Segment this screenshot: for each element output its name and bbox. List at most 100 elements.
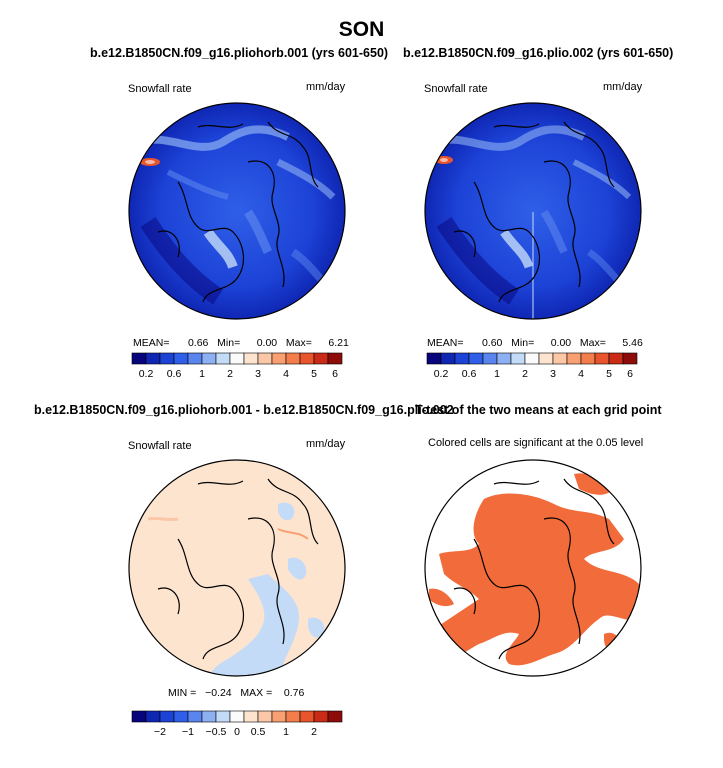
panel-2-colorbar-cell [426, 352, 442, 365]
panel-3-units-label: mm/day [306, 438, 346, 450]
panel-2-title: b.e12.B1850CN.f09_g16.plio.002 (yrs 601-… [403, 46, 674, 60]
panel-3-colorbar-cell [271, 710, 287, 723]
panel-2-colorbar-tick: 4 [578, 368, 584, 380]
panel-2-variable-label: Snowfall rate [424, 83, 488, 95]
panel-2-min: 0.00 [550, 337, 572, 349]
panel-1-colorbar-cell [187, 352, 203, 365]
panel-1-mean-label: MEAN= [133, 337, 170, 349]
panel-2-colorbar-tick: 3 [550, 368, 556, 380]
panel-2-colorbar-tick: 5 [606, 368, 612, 380]
panel-2-colorbar-tick: 6 [627, 368, 633, 380]
panel-2-colorbar: 0.2 0.6 1 2 3 4 5 6 [426, 352, 638, 380]
panel-1-colorbar-cell [215, 352, 231, 365]
panel-1-colorbar-cell [257, 352, 273, 365]
panel-1-colorbar-tick: 0.6 [167, 368, 182, 380]
panel-3-colorbar-tick: 0.5 [251, 726, 266, 738]
panel-3-colorbar-tick: −1 [182, 726, 194, 738]
panel-3-colorbar-cell [313, 710, 329, 723]
panel-3-max: 0.76 [283, 687, 305, 699]
panel-2-colorbar-tick: 0.2 [434, 368, 449, 380]
panel-2-map [424, 102, 642, 320]
panel-3-colorbar-cell [159, 710, 175, 723]
panel-2-colorbar-cell [454, 352, 470, 365]
panel-4-map [424, 459, 642, 677]
panel-4-title: T-test of the two means at each grid poi… [415, 403, 662, 417]
panel-1-variable-label: Snowfall rate [128, 83, 192, 95]
panel-2-colorbar-cell [468, 352, 484, 365]
panel-2-colorbar-cell [552, 352, 568, 365]
figure-title: SON [338, 18, 385, 41]
panel-3-title: b.e12.B1850CN.f09_g16.pliohorb.001 - b.e… [34, 403, 454, 417]
panel-2-colorbar-tick: 0.6 [462, 368, 477, 380]
panel-1-colorbar-tick: 0.2 [139, 368, 154, 380]
panel-1-units-label: mm/day [306, 81, 346, 93]
panel-1-colorbar-tick: 5 [311, 368, 317, 380]
panel-3-colorbar-cell [299, 710, 315, 723]
panel-2-colorbar-cell [580, 352, 596, 365]
panel-1-colorbar: 0.2 0.6 1 2 3 4 5 6 [131, 352, 343, 380]
panel-2-colorbar-cell [608, 352, 624, 365]
panel-2-stats: MEAN= 0.60 Min= 0.00 Max= 5.46 [427, 337, 643, 349]
panel-2-units-label: mm/day [603, 81, 643, 93]
panel-2-colorbar-cell [594, 352, 610, 365]
panel-3-map [128, 459, 346, 677]
panel-1-stats: MEAN= 0.66 Min= 0.00 Max= 6.21 [133, 337, 349, 349]
panel-1-max-label: Max= [285, 337, 312, 349]
panel-3-colorbar-tick: −0.5 [206, 726, 227, 738]
panel-3-max-label: MAX = [240, 687, 273, 699]
panel-1-colorbar-cell [243, 352, 259, 365]
panel-1-colorbar-cell [173, 352, 189, 365]
panel-2-colorbar-cell [566, 352, 582, 365]
panel-1-colorbar-cell [201, 352, 217, 365]
panel-2-mean: 0.60 [481, 337, 503, 349]
panel-2-colorbar-cell [622, 352, 638, 365]
panel-3-min-label: MIN = [168, 687, 197, 699]
panel-3-colorbar-tick: 1 [283, 726, 289, 738]
panel-3-colorbar-cell [285, 710, 301, 723]
panel-1-colorbar-tick: 4 [283, 368, 289, 380]
panel-3-colorbar-cell [173, 710, 189, 723]
panel-1-mean: 0.66 [187, 337, 209, 349]
panel-1-colorbar-cell [159, 352, 175, 365]
panel-1-colorbar-cell [229, 352, 245, 365]
panel-3-colorbar-cell [131, 710, 147, 723]
panel-2-colorbar-cell [510, 352, 526, 365]
panel-2-colorbar-tick: 1 [494, 368, 500, 380]
panel-1-max: 6.21 [328, 337, 349, 349]
panel-3-colorbar-tick: 2 [311, 726, 317, 738]
panel-1-colorbar-cell [131, 352, 147, 365]
panel-1-colorbar-tick: 3 [255, 368, 261, 380]
panel-2-colorbar-cell [524, 352, 540, 365]
panel-2-colorbar-tick: 2 [522, 368, 528, 380]
panel-3-colorbar-cell [215, 710, 231, 723]
panel-2-colorbar-cell [482, 352, 498, 365]
panel-2-colorbar-cell [538, 352, 554, 365]
panel-2-min-label: Min= [511, 337, 535, 349]
panel-2-colorbar-cell [496, 352, 512, 365]
panel-3-colorbar-tick: −2 [154, 726, 166, 738]
panel-2-max: 5.46 [622, 337, 643, 349]
panel-4-subtitle: Colored cells are significant at the 0.0… [428, 437, 644, 449]
panel-1-map [128, 102, 346, 320]
panel-3-colorbar-cell [229, 710, 245, 723]
panel-2-colorbar-cell [440, 352, 456, 365]
panel-1-colorbar-tick: 6 [332, 368, 338, 380]
panel-3-colorbar-cell [145, 710, 161, 723]
panel-3-colorbar-cell [187, 710, 203, 723]
panel-3-colorbar-tick: 0 [234, 726, 240, 738]
panel-3-colorbar-cell [201, 710, 217, 723]
panel-3-colorbar: −2 −1 −0.5 0 0.5 1 2 [131, 710, 343, 738]
panel-1-min: 0.00 [256, 337, 278, 349]
panel-1-colorbar-cell [145, 352, 161, 365]
panel-3-colorbar-cell [243, 710, 259, 723]
panel-3-variable-label: Snowfall rate [128, 440, 192, 452]
panel-3-min: −0.24 [205, 687, 232, 699]
panel-1-colorbar-cell [299, 352, 315, 365]
panel-1-colorbar-cell [313, 352, 329, 365]
panel-1-title: b.e12.B1850CN.f09_g16.pliohorb.001 (yrs … [90, 46, 389, 60]
panel-1-colorbar-cell [285, 352, 301, 365]
panel-1-colorbar-cell [271, 352, 287, 365]
panel-1-colorbar-tick: 2 [227, 368, 233, 380]
panel-3-colorbar-cell [257, 710, 273, 723]
panel-1-colorbar-tick: 1 [199, 368, 205, 380]
